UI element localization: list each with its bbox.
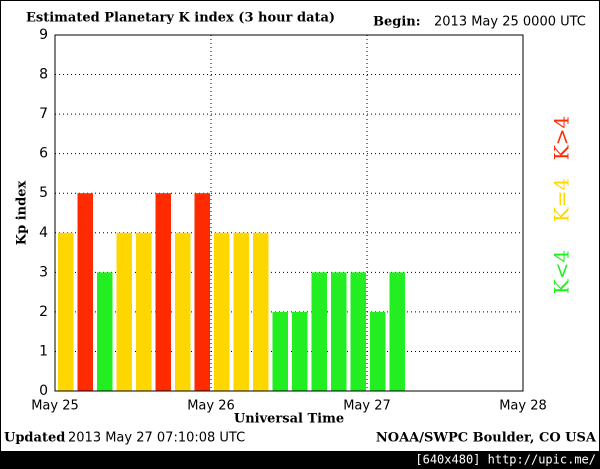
bar (331, 272, 347, 391)
begin-label: Begin: (373, 15, 421, 30)
x-axis-label: Universal Time (234, 412, 344, 427)
bar (214, 232, 230, 391)
bar (194, 193, 210, 391)
updated-date: 2013 May 27 07:10:08 UTC (68, 431, 245, 446)
watermark-bar (0, 451, 600, 469)
x-tick-label: May 26 (187, 399, 235, 414)
bar (389, 272, 405, 391)
bar (97, 272, 113, 391)
x-tick-label: May 28 (499, 399, 547, 414)
bar (272, 311, 288, 391)
legend-entry: K>4 (550, 116, 574, 160)
watermark: [640x480] http://upic.me/ (415, 453, 596, 467)
y-tick-label: 0 (39, 383, 48, 399)
bar (136, 232, 152, 391)
y-tick-label: 4 (39, 225, 48, 241)
y-tick-label: 6 (39, 146, 48, 162)
updated-label: Updated (4, 431, 65, 446)
credit: NOAA/SWPC Boulder, CO USA (376, 431, 597, 446)
y-axis-label: Kp index (15, 181, 30, 246)
bar (233, 232, 249, 391)
y-tick-label: 9 (39, 27, 48, 43)
begin-date: 2013 May 25 0000 UTC (434, 15, 586, 30)
y-tick-label: 2 (39, 304, 48, 320)
chart-title: Estimated Planetary K index (3 hour data… (26, 11, 335, 26)
plot-border (54, 34, 524, 392)
y-tick-label: 7 (39, 106, 48, 122)
bar (155, 193, 171, 391)
legend-entry: K=4 (550, 178, 574, 222)
y-tick-label: 8 (39, 67, 48, 83)
legend-entry: K<4 (550, 250, 574, 294)
bar (253, 232, 269, 391)
x-tick-label: May 27 (343, 399, 391, 414)
bar (77, 193, 93, 391)
y-tick-label: 3 (39, 264, 48, 280)
bar (311, 272, 327, 391)
bar (370, 311, 386, 391)
bar (292, 311, 308, 391)
y-tick-label: 1 (39, 343, 48, 359)
y-tick-label: 5 (39, 185, 48, 201)
bar (58, 232, 74, 391)
bar (116, 232, 132, 391)
x-tick-label: May 25 (31, 399, 79, 414)
bar (175, 232, 191, 391)
bar (350, 272, 366, 391)
